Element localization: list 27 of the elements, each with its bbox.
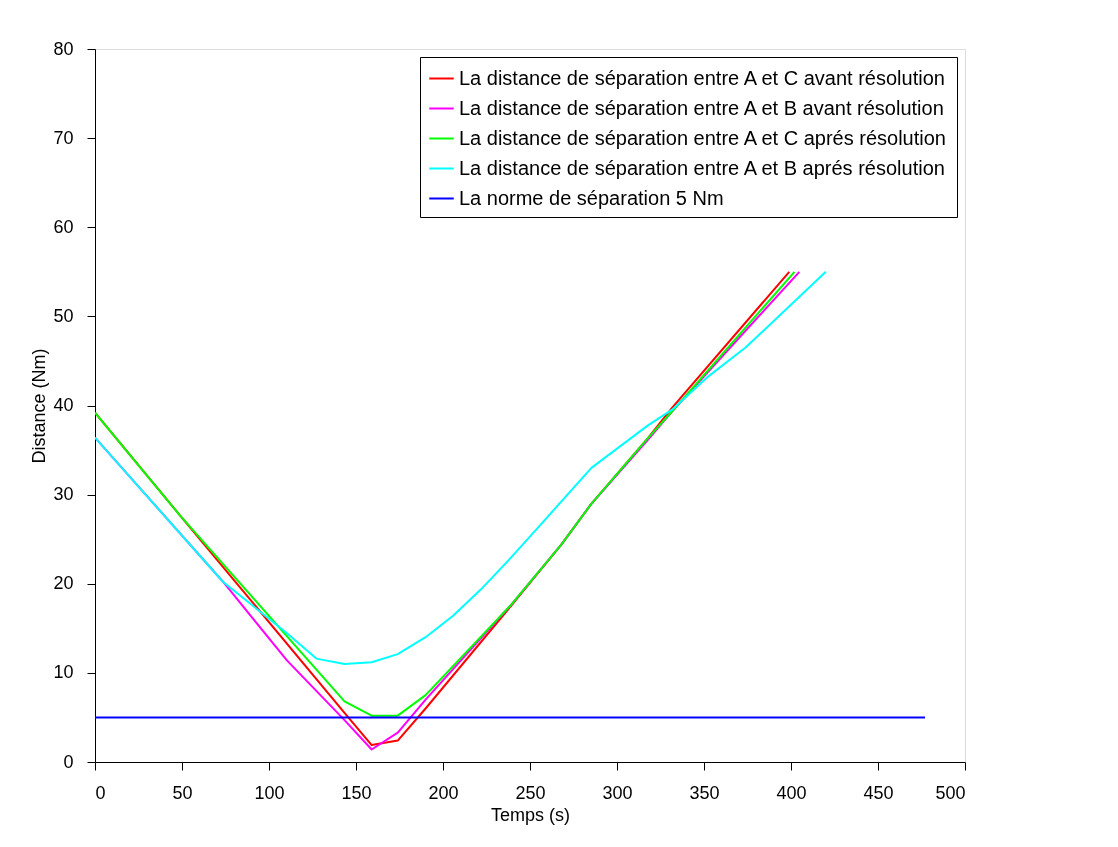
x-tick-label: 0 (95, 782, 106, 803)
y-tick-label: 20 (53, 573, 74, 594)
x-tick-label: 450 (863, 782, 894, 803)
x-axis-title: Temps (s) (490, 804, 571, 825)
y-tick-label: 80 (53, 38, 74, 59)
x-tick-label: 350 (689, 782, 720, 803)
legend-label: La distance de séparation entre A et B aprés résolution (459, 156, 945, 179)
x-tick-label: 400 (776, 782, 807, 803)
y-tick-label: 70 (53, 127, 74, 148)
y-tick-label: 10 (53, 662, 74, 683)
legend-label: La norme de séparation 5 Nm (459, 186, 724, 209)
y-tick-label: 50 (53, 305, 74, 326)
x-tick-label: 500 (935, 782, 966, 803)
x-tick-label: 250 (515, 782, 546, 803)
x-tick-label: 50 (172, 782, 193, 803)
y-tick-label: 30 (53, 484, 74, 505)
x-tick-label: 300 (602, 782, 633, 803)
y-tick-label: 40 (53, 395, 74, 415)
legend-label: La distance de séparation entre A et C avant résolution (459, 66, 945, 89)
y-tick-label: 60 (53, 216, 74, 237)
y-tick-label: 0 (63, 751, 74, 772)
legend-label: La distance de séparation entre A et B avant résolution (459, 96, 944, 119)
x-tick-label: 200 (428, 782, 459, 803)
x-tick-label: 150 (341, 782, 372, 803)
legend-label: La distance de séparation entre A et C aprés résolution (459, 126, 946, 149)
x-tick-label: 100 (254, 782, 285, 803)
y-axis-title: Distance (Nm) (29, 348, 50, 464)
